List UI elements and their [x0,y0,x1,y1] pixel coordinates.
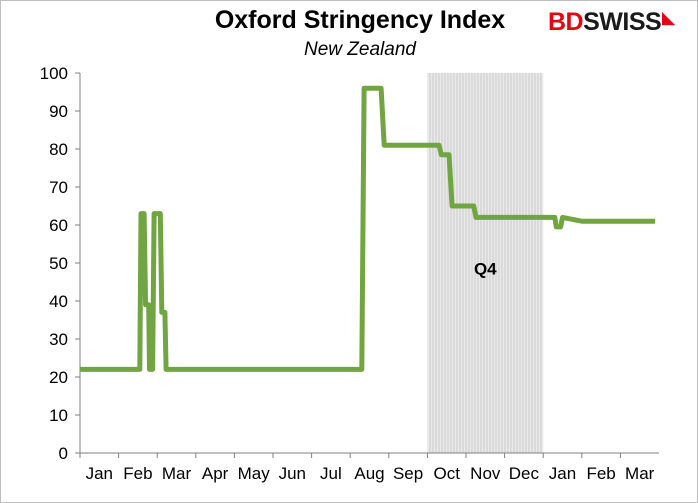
x-tick-label: Nov [470,464,501,483]
x-tick-label: Oct [433,464,460,483]
x-tick-label: Jan [86,464,113,483]
x-tick-label: Sep [393,464,423,483]
logo-mark-icon: ◣ [662,10,674,27]
shaded-region-label: Q4 [474,259,497,278]
series-layer [80,85,656,372]
x-tick-label: Aug [354,464,384,483]
y-tick-label: 70 [49,178,68,197]
brand-logo: BDSWISS◣ [548,8,674,37]
y-tick-label: 60 [49,216,68,235]
y-tick-label: 100 [40,64,68,83]
y-tick-label: 10 [49,406,68,425]
y-tick-label: 0 [59,444,68,463]
x-tick-label: Feb [123,464,152,483]
x-tick-label: May [238,464,271,483]
x-tick-label: Apr [202,464,229,483]
y-tick-label: 30 [49,330,68,349]
x-tick-label: Mar [625,464,655,483]
shaded-region-layer: Q4 [427,73,544,453]
series-line [80,85,656,372]
chart-subtitle: New Zealand [304,39,416,60]
y-tick-label: 50 [49,254,68,273]
axis-layer [79,73,659,454]
tick-label-layer: 0 10 20 30 40 50 60 70 80 90 100 Jan Feb Mar Apr May Jun… [40,64,655,483]
x-tick-label: Jan [549,464,576,483]
y-tick-label: 80 [49,140,68,159]
x-tick-label: Jun [279,464,306,483]
chart-title: Oxford Stringency Index [214,6,506,34]
x-tick-label: Jul [320,464,342,483]
y-tick-label: 40 [49,292,68,311]
y-tick-label: 90 [49,102,68,121]
logo-bd: BD [548,8,584,36]
x-tick-label: Mar [162,464,192,483]
x-tick-label: Dec [509,464,540,483]
x-tick-label: Feb [586,464,615,483]
logo-swiss: SWISS [583,8,662,36]
y-tick-label: 20 [49,368,68,387]
